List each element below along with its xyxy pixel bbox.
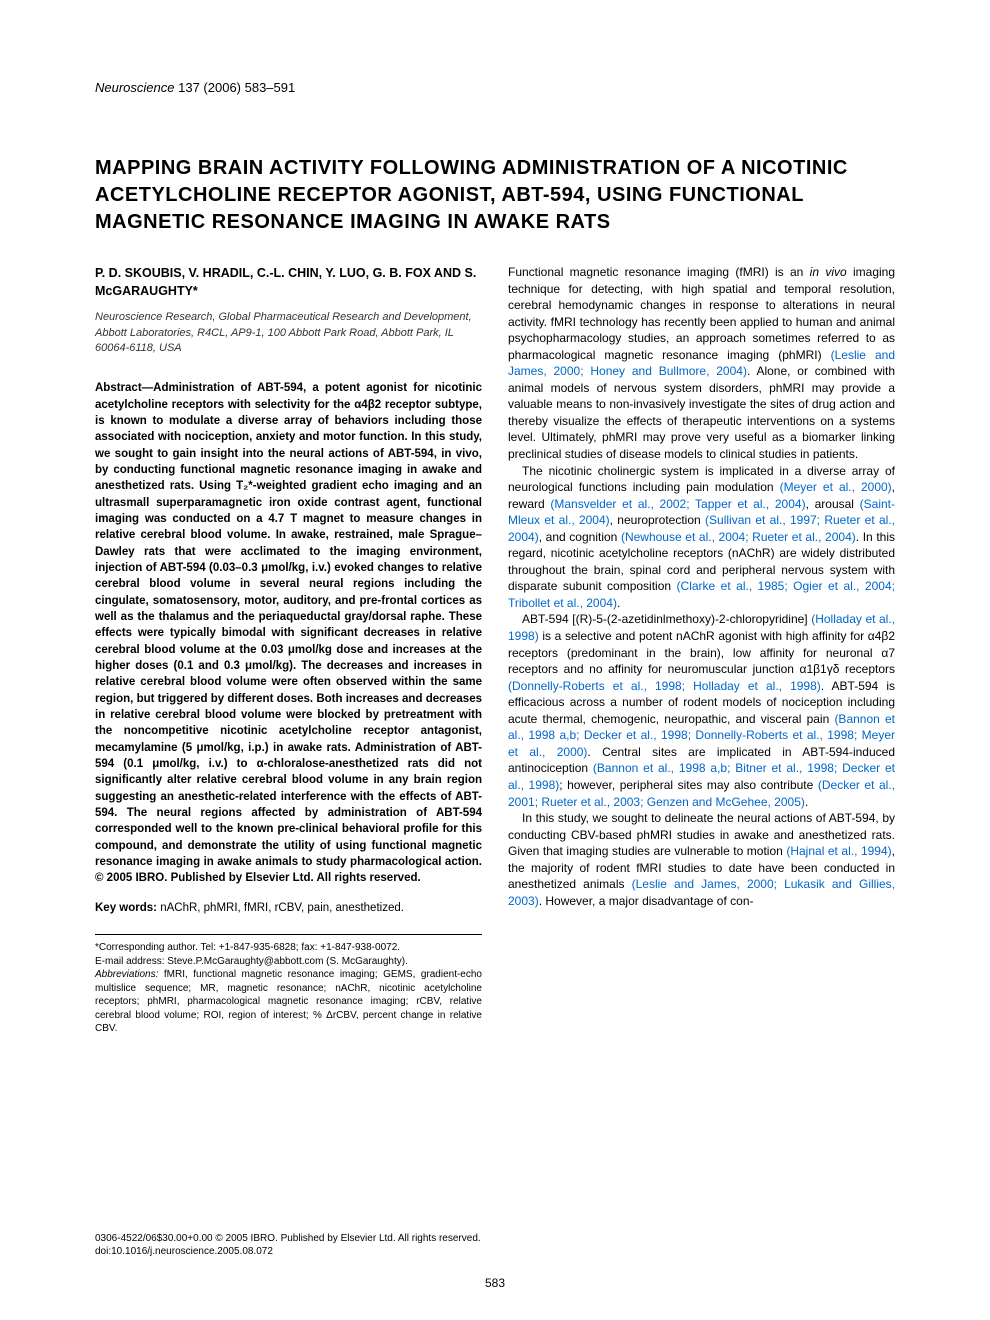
intro-paragraph-3: ABT-594 [(R)-5-(2-azetidinlmethoxy)-2-ch…	[508, 611, 895, 810]
keywords: Key words: nAChR, phMRI, fMRI, rCBV, pai…	[95, 901, 482, 917]
email-label: E-mail address:	[95, 956, 164, 967]
keywords-label: Key words:	[95, 902, 157, 914]
page-number: 583	[0, 1276, 990, 1290]
citation-link[interactable]: (Newhouse et al., 2004; Rueter et al., 2…	[621, 530, 856, 544]
corresponding-author-footnote: *Corresponding author. Tel: +1-847-935-6…	[95, 941, 482, 1036]
intro-paragraph-4: In this study, we sought to delineate th…	[508, 810, 895, 909]
author-list: P. D. SKOUBIS, V. HRADIL, C.-L. CHIN, Y.…	[95, 264, 482, 300]
right-column: Functional magnetic resonance imaging (f…	[508, 264, 895, 1036]
copyright-footer: 0306-4522/06$30.00+0.00 © 2005 IBRO. Pub…	[95, 1232, 895, 1258]
corresponding-author: *Corresponding author. Tel: +1-847-935-6…	[95, 942, 400, 953]
intro-paragraph-2: The nicotinic cholinergic system is impl…	[508, 463, 895, 612]
citation-link[interactable]: (Hajnal et al., 1994)	[786, 844, 891, 858]
abbreviations-label: Abbreviations:	[95, 969, 158, 980]
copyright-text: 0306-4522/06$30.00+0.00 © 2005 IBRO. Pub…	[95, 1233, 481, 1244]
citation-link[interactable]: (Meyer et al., 2000)	[780, 480, 892, 494]
keywords-value: nAChR, phMRI, fMRI, rCBV, pain, anesthet…	[160, 902, 404, 914]
two-column-layout: P. D. SKOUBIS, V. HRADIL, C.-L. CHIN, Y.…	[95, 264, 895, 1036]
left-column: P. D. SKOUBIS, V. HRADIL, C.-L. CHIN, Y.…	[95, 264, 482, 1036]
footnote-divider	[95, 934, 482, 935]
doi-text: doi:10.1016/j.neuroscience.2005.08.072	[95, 1246, 273, 1257]
journal-name: Neuroscience	[95, 80, 175, 95]
citation-link[interactable]: (Donnelly-Roberts et al., 1998; Holladay…	[508, 679, 821, 693]
author-affiliation: Neuroscience Research, Global Pharmaceut…	[95, 310, 482, 356]
email-address: Steve.P.McGaraughty@abbott.com (S. McGar…	[167, 956, 408, 967]
citation-link[interactable]: (Mansvelder et al., 2002; Tapper et al.,…	[550, 497, 805, 511]
journal-reference: Neuroscience 137 (2006) 583–591	[95, 80, 895, 95]
journal-citation: 137 (2006) 583–591	[178, 80, 295, 95]
intro-paragraph-1: Functional magnetic resonance imaging (f…	[508, 264, 895, 463]
abstract-text: Abstract—Administration of ABT-594, a po…	[95, 380, 482, 886]
article-title: MAPPING BRAIN ACTIVITY FOLLOWING ADMINIS…	[95, 155, 895, 236]
